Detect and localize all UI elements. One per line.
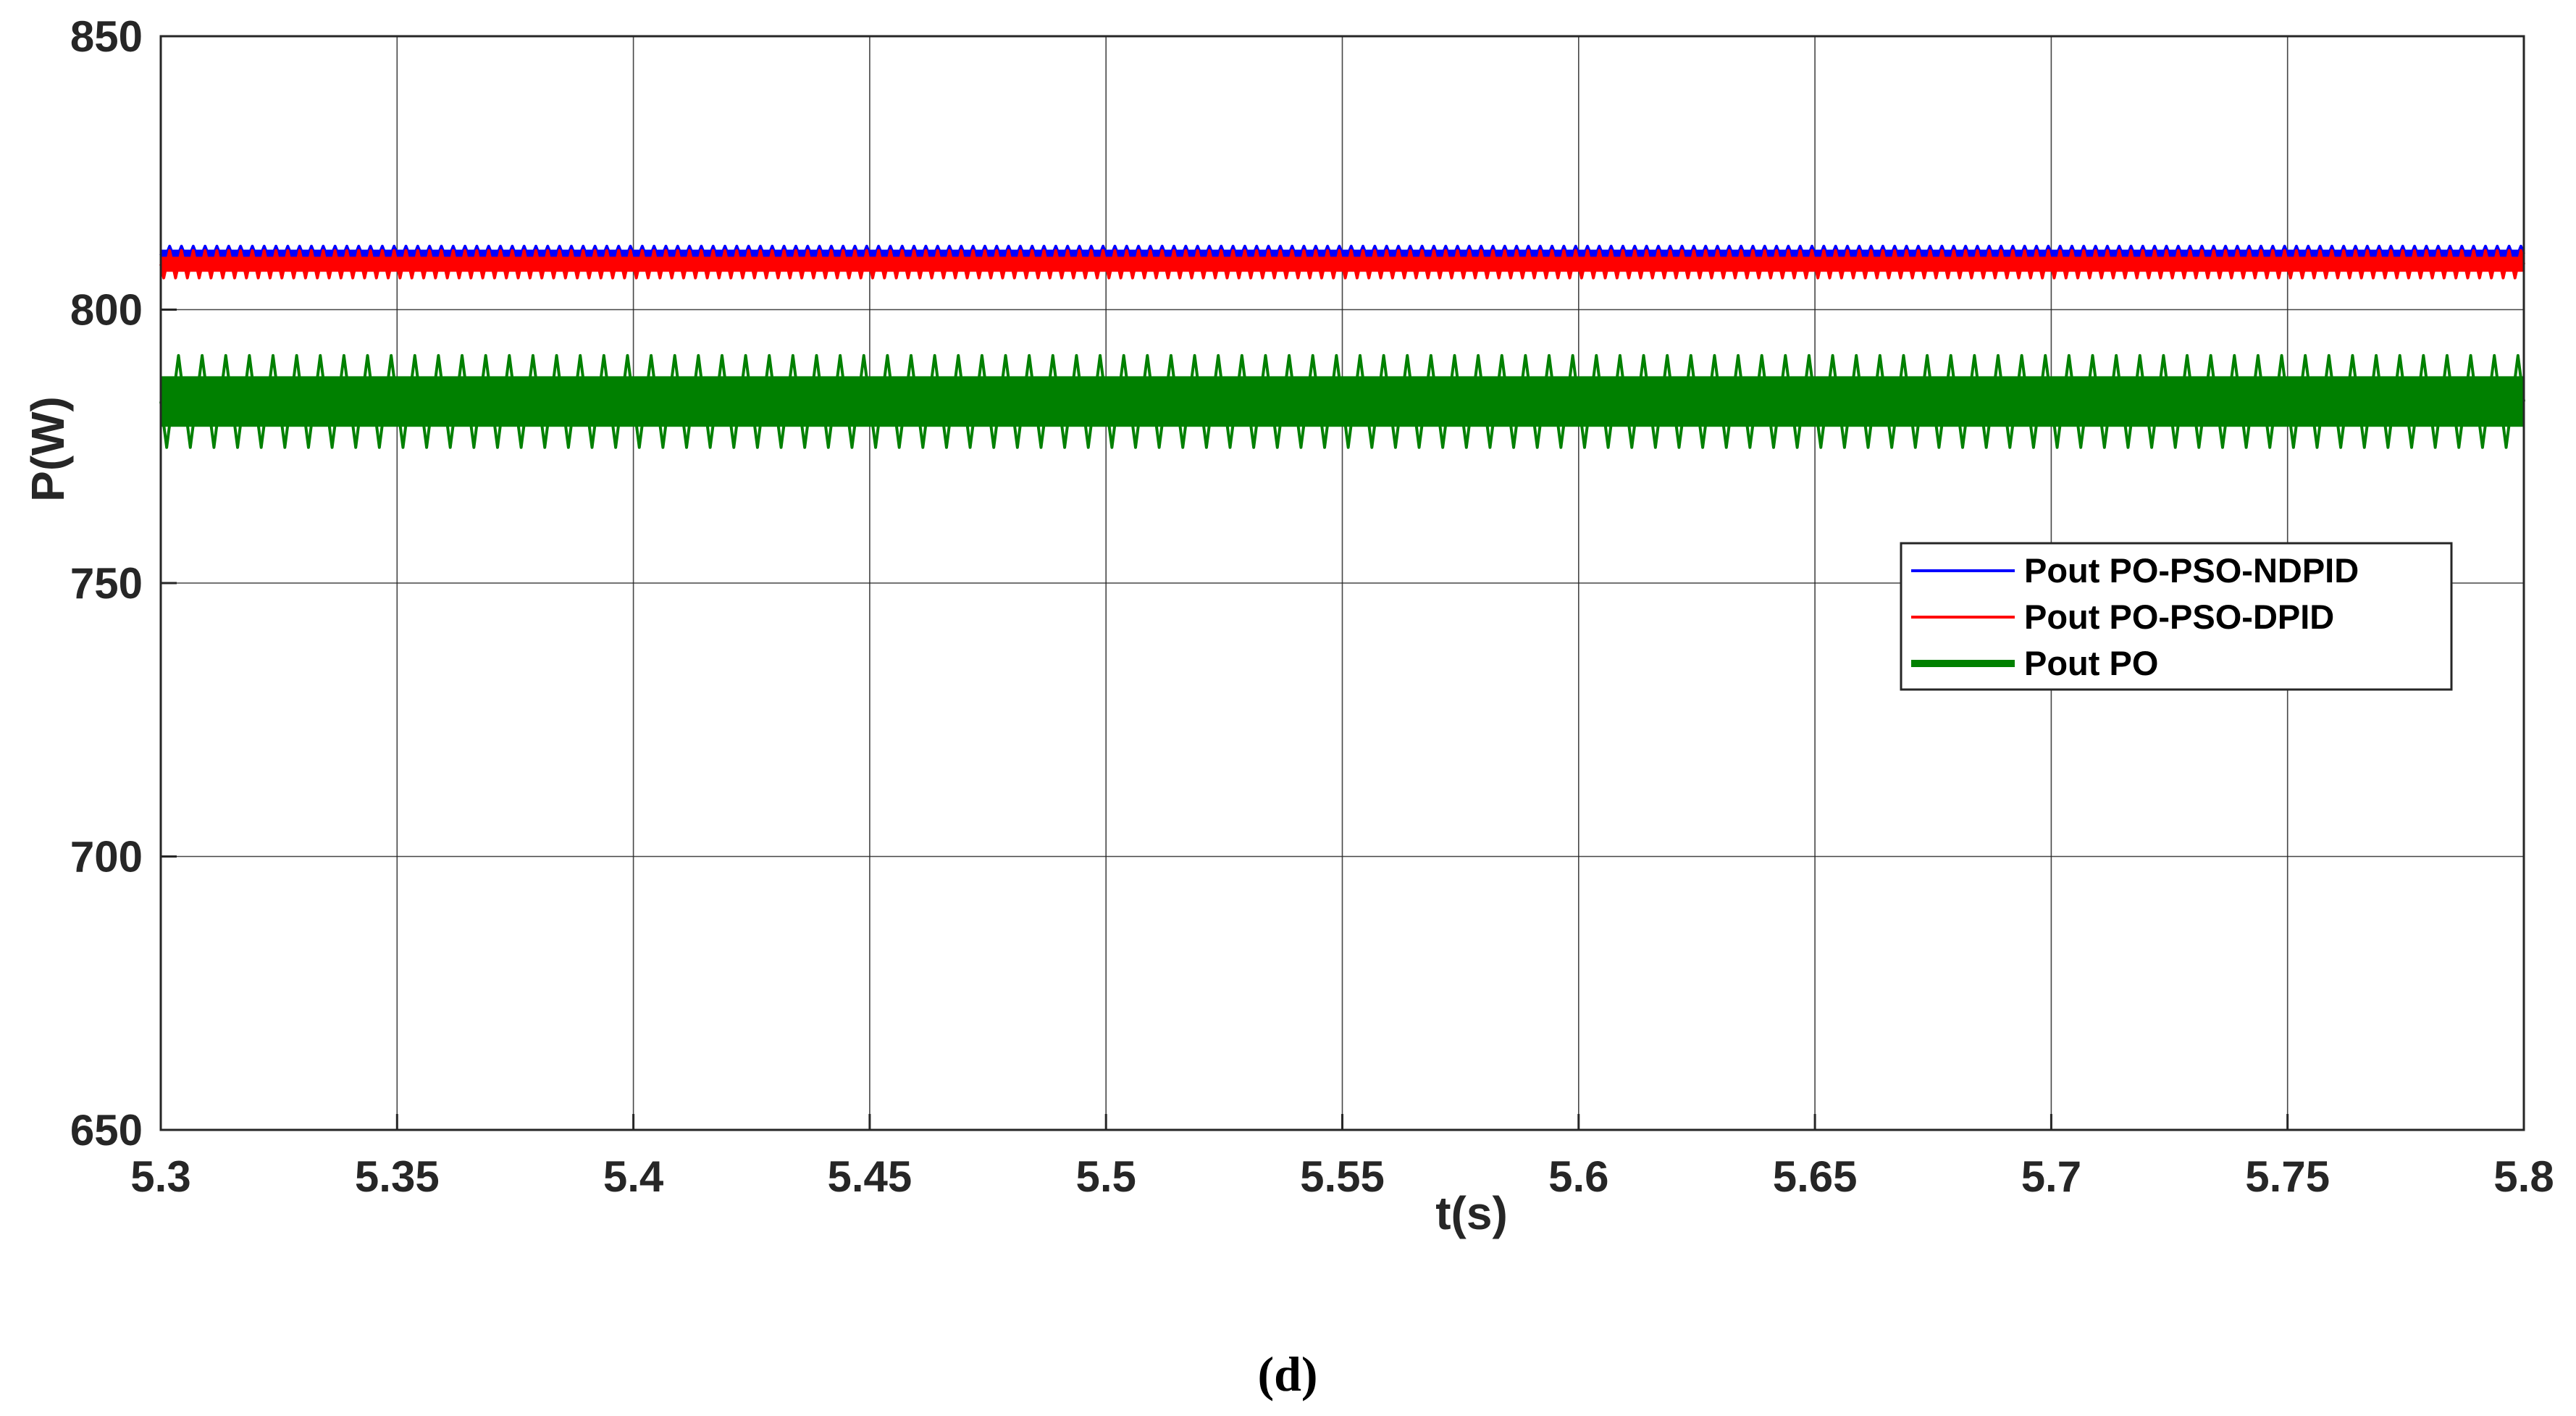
series-3 [159, 353, 2525, 449]
figure-caption: (d) [1257, 1346, 1317, 1402]
x-tick-label: 5.7 [2021, 1152, 2081, 1201]
x-tick-label: 5.55 [1300, 1152, 1385, 1201]
legend-label: Pout PO [2024, 644, 2158, 682]
y-tick-label: 850 [70, 12, 143, 61]
tick-marks [159, 35, 2525, 1131]
x-tick-label: 5.65 [1773, 1152, 1858, 1201]
x-tick-label: 5.6 [1548, 1152, 1608, 1201]
y-tick-label: 700 [70, 833, 143, 881]
legend-label: Pout PO-PSO-DPID [2024, 598, 2334, 636]
x-tick-label: 5.5 [1075, 1152, 1136, 1201]
x-tick-label: 5.4 [603, 1152, 664, 1201]
series-line [159, 353, 2525, 449]
y-tick-label: 650 [70, 1106, 143, 1155]
x-tick-labels: 5.3 5.35 5.4 5.45 5.5 5.55 5.6 5.65 5.7 5.75 5.8 [130, 1152, 2554, 1201]
series-layer [159, 244, 2525, 449]
series-line [159, 248, 2525, 280]
x-tick-label: 5.3 [130, 1152, 190, 1201]
y-axis-label: P(W) [22, 396, 74, 502]
legend: Pout PO-PSO-NDPID Pout PO-PSO-DPID Pout PO [1900, 542, 2453, 691]
y-tick-labels: 650 700 750 800 850 [70, 12, 143, 1155]
x-tick-label: 5.8 [2493, 1152, 2554, 1201]
series-2 [159, 248, 2525, 280]
x-tick-label: 5.35 [355, 1152, 440, 1201]
x-axis-label: t(s) [1435, 1187, 1508, 1239]
y-tick-label: 750 [70, 559, 143, 608]
y-tick-label: 800 [70, 286, 143, 335]
x-tick-label: 5.45 [828, 1152, 912, 1201]
legend-label: Pout PO-PSO-NDPID [2024, 551, 2359, 590]
x-tick-label: 5.75 [2245, 1152, 2330, 1201]
